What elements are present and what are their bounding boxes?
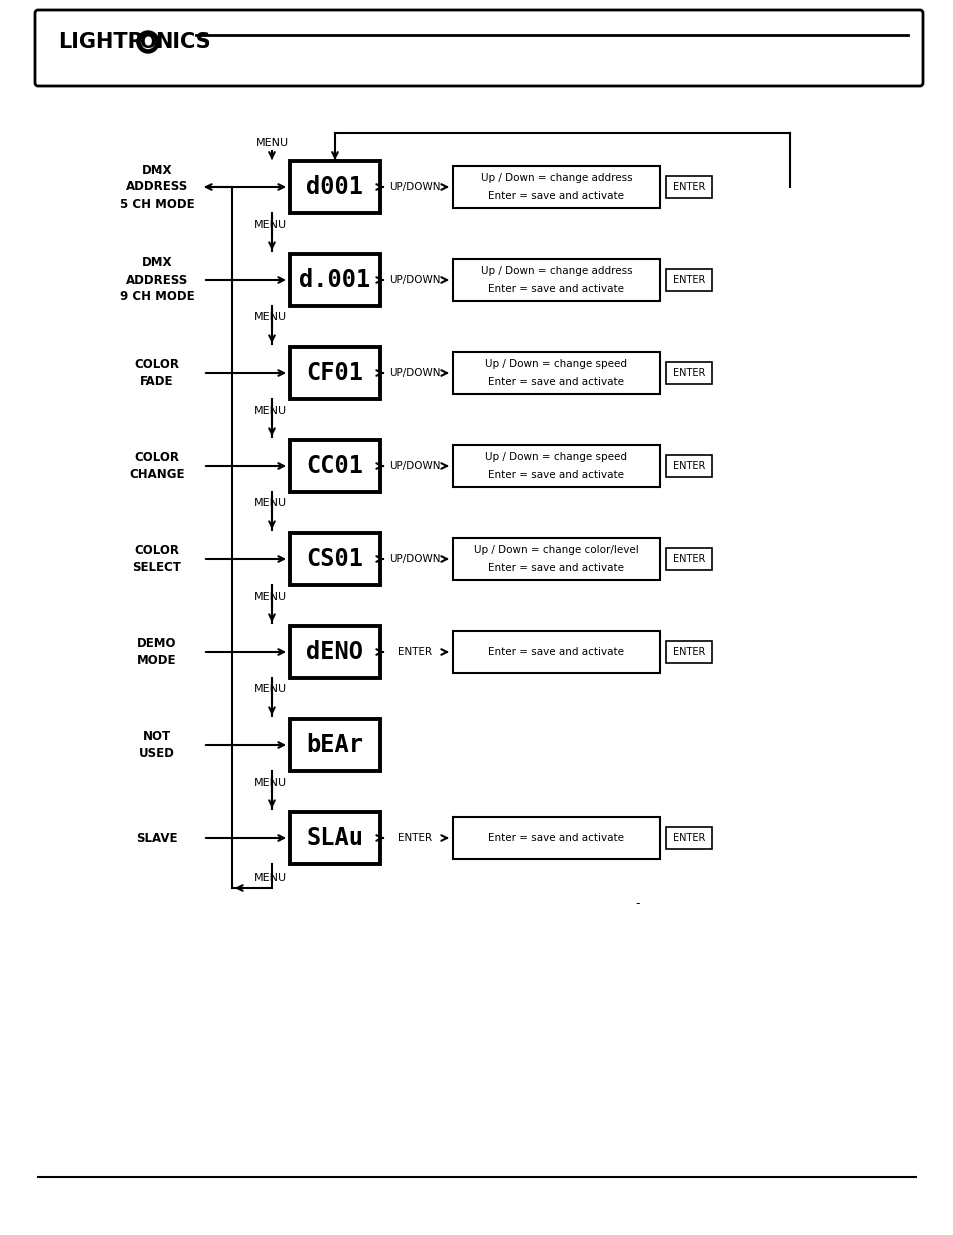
Text: UP/DOWN: UP/DOWN: [389, 461, 440, 471]
Text: MENU: MENU: [255, 138, 288, 148]
Bar: [453, 445, 659, 487]
Text: MENU: MENU: [253, 220, 286, 230]
Text: ENTER: ENTER: [397, 832, 432, 844]
Text: UP/DOWN: UP/DOWN: [389, 275, 440, 285]
FancyBboxPatch shape: [35, 10, 923, 86]
Bar: [453, 165, 659, 207]
Bar: [290, 534, 379, 585]
Text: SLAVE: SLAVE: [136, 831, 177, 845]
Bar: [290, 440, 379, 492]
Text: MENU: MENU: [253, 312, 286, 322]
Text: Enter = save and activate: Enter = save and activate: [488, 284, 624, 294]
Text: COLOR
CHANGE: COLOR CHANGE: [129, 451, 185, 480]
Bar: [453, 259, 659, 301]
Text: MENU: MENU: [253, 873, 286, 883]
Text: ENTER: ENTER: [672, 182, 704, 191]
Bar: [453, 818, 659, 860]
Text: -: -: [635, 898, 639, 910]
Bar: [665, 362, 711, 384]
Text: DMX
ADDRESS
9 CH MODE: DMX ADDRESS 9 CH MODE: [119, 257, 194, 304]
Text: DMX
ADDRESS
5 CH MODE: DMX ADDRESS 5 CH MODE: [119, 163, 194, 210]
Bar: [665, 548, 711, 571]
Text: Up / Down = change address: Up / Down = change address: [480, 173, 632, 183]
Circle shape: [141, 36, 154, 48]
Text: ENTER: ENTER: [672, 275, 704, 285]
Bar: [453, 631, 659, 673]
Bar: [453, 538, 659, 580]
Bar: [453, 352, 659, 394]
Text: MENU: MENU: [253, 684, 286, 694]
Text: Enter = save and activate: Enter = save and activate: [488, 647, 624, 657]
Text: ENTER: ENTER: [672, 555, 704, 564]
Text: COLOR
SELECT: COLOR SELECT: [132, 543, 181, 574]
Bar: [665, 454, 711, 477]
Text: NOT
USED: NOT USED: [139, 730, 174, 760]
Bar: [290, 347, 379, 399]
Text: Up / Down = change address: Up / Down = change address: [480, 266, 632, 275]
Bar: [665, 827, 711, 848]
Text: CC01: CC01: [306, 454, 363, 478]
Text: UP/DOWN: UP/DOWN: [389, 182, 440, 191]
Text: -: -: [155, 167, 160, 179]
Text: ENTER: ENTER: [672, 461, 704, 471]
Text: dENO: dENO: [306, 640, 363, 664]
Bar: [665, 641, 711, 663]
Text: COLOR
FADE: COLOR FADE: [134, 358, 179, 388]
Text: UP/DOWN: UP/DOWN: [389, 555, 440, 564]
Text: CF01: CF01: [306, 361, 363, 385]
Bar: [665, 177, 711, 198]
Bar: [665, 269, 711, 291]
Text: d001: d001: [306, 175, 363, 199]
Text: Enter = save and activate: Enter = save and activate: [488, 377, 624, 387]
Text: DEMO
MODE: DEMO MODE: [137, 637, 176, 667]
Text: ENTER: ENTER: [397, 647, 432, 657]
Text: Enter = save and activate: Enter = save and activate: [488, 471, 624, 480]
Text: ENTER: ENTER: [672, 368, 704, 378]
Text: Up / Down = change speed: Up / Down = change speed: [485, 359, 627, 369]
Text: O: O: [139, 32, 156, 52]
Text: CS01: CS01: [306, 547, 363, 571]
Text: Enter = save and activate: Enter = save and activate: [488, 563, 624, 573]
Text: Enter = save and activate: Enter = save and activate: [488, 832, 624, 844]
Text: Up / Down = change speed: Up / Down = change speed: [485, 452, 627, 462]
Text: bEAr: bEAr: [306, 734, 363, 757]
Circle shape: [137, 31, 159, 53]
Bar: [290, 719, 379, 771]
Text: UP/DOWN: UP/DOWN: [389, 368, 440, 378]
Text: Up / Down = change color/level: Up / Down = change color/level: [474, 545, 639, 555]
Text: NICS: NICS: [154, 32, 211, 52]
Text: LIGHTR: LIGHTR: [58, 32, 144, 52]
Text: ENTER: ENTER: [672, 647, 704, 657]
Text: ENTER: ENTER: [672, 832, 704, 844]
Text: MENU: MENU: [253, 592, 286, 601]
Bar: [290, 161, 379, 212]
Bar: [290, 254, 379, 306]
Text: d.001: d.001: [299, 268, 370, 291]
Bar: [290, 811, 379, 864]
Bar: [290, 626, 379, 678]
Text: MENU: MENU: [253, 405, 286, 415]
Text: Enter = save and activate: Enter = save and activate: [488, 191, 624, 201]
Text: SLAu: SLAu: [306, 826, 363, 850]
Text: MENU: MENU: [253, 499, 286, 509]
Text: MENU: MENU: [253, 778, 286, 788]
